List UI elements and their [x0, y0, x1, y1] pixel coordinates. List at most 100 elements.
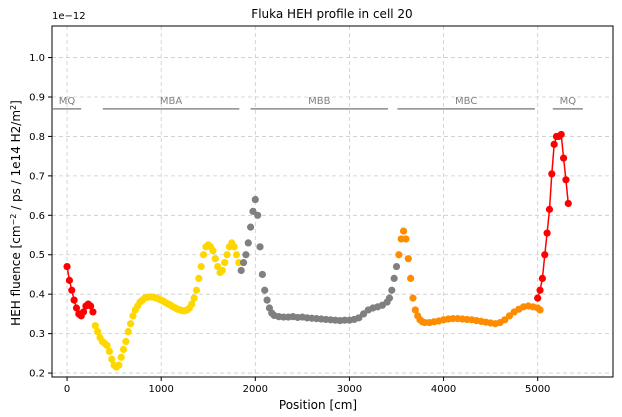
data-point — [237, 266, 245, 275]
data-point — [359, 310, 368, 318]
section-label: MBB — [308, 96, 330, 107]
data-point — [244, 239, 252, 247]
data-point — [562, 176, 570, 184]
y-tick-label: 0.7 — [29, 171, 45, 182]
data-point — [105, 347, 114, 355]
data-point — [256, 243, 264, 251]
y-tick-label: 0.4 — [29, 290, 45, 301]
data-point — [209, 247, 217, 255]
data-point — [124, 328, 132, 336]
data-point — [395, 251, 403, 259]
data-point — [541, 251, 549, 259]
x-tick-label: 4000 — [431, 384, 456, 395]
data-point — [392, 262, 401, 271]
data-point — [122, 337, 130, 346]
data-point — [564, 199, 572, 208]
data-point — [79, 308, 88, 316]
data-point — [72, 304, 81, 312]
data-point — [91, 322, 99, 330]
series-group — [91, 239, 243, 371]
data-point — [119, 345, 128, 353]
data-point — [63, 262, 71, 271]
x-axis-label: Position [cm] — [279, 398, 357, 412]
data-point — [221, 259, 229, 267]
y-tick-label: 1.0 — [29, 53, 45, 64]
series-group — [534, 130, 572, 302]
data-point — [242, 251, 250, 259]
data-point — [218, 266, 226, 275]
data-point — [249, 207, 257, 215]
y-axis-label-end: ] — [9, 100, 23, 105]
data-point — [404, 255, 412, 263]
y-axis-label-sup2: 2 — [9, 105, 18, 110]
data-point — [254, 211, 262, 219]
section-label: MQ — [560, 96, 577, 107]
data-point — [402, 235, 410, 243]
data-point — [117, 353, 125, 361]
series-group — [237, 195, 401, 325]
data-point — [390, 274, 398, 283]
series-group — [395, 227, 544, 328]
data-point — [263, 296, 271, 304]
x-tick-label: 3000 — [337, 384, 362, 395]
data-point — [103, 341, 111, 350]
data-point — [385, 294, 394, 302]
data-point — [545, 205, 554, 213]
y-axis-label-main: HEH fluence [cm — [9, 225, 23, 325]
y-tick-label: 0.2 — [29, 369, 45, 380]
data-point — [192, 286, 201, 294]
data-point — [129, 312, 137, 320]
data-point — [230, 243, 238, 251]
data-point — [407, 274, 415, 283]
data-point — [258, 270, 266, 279]
data-point — [543, 229, 551, 237]
y-axis-label-sup1: −2 — [9, 214, 18, 226]
x-tick-label: 0 — [64, 384, 70, 395]
y-tick-label: 0.9 — [29, 92, 45, 103]
y-tick-label: 0.8 — [29, 132, 45, 143]
data-point — [355, 314, 363, 322]
data-point — [211, 255, 219, 263]
offset-text: 1e−12 — [52, 11, 86, 22]
data-point — [538, 274, 547, 283]
data-point — [108, 355, 116, 363]
section-label: MBC — [455, 96, 477, 107]
x-tick-label: 1000 — [148, 384, 173, 395]
sections-layer: MQ MBA MBB MBC MQ — [52, 96, 583, 110]
y-axis-label: HEH fluence [cm−2 / ps / 1e14 H2/m2] — [9, 100, 24, 326]
data-point — [247, 223, 255, 231]
data-point — [223, 251, 231, 259]
data-point — [195, 274, 203, 283]
data-point — [261, 286, 269, 294]
y-tick-label: 0.6 — [29, 211, 45, 222]
data-point — [550, 140, 558, 148]
data-point — [559, 154, 568, 162]
data-point — [536, 306, 544, 314]
data-point — [557, 130, 565, 139]
data-point — [536, 286, 544, 294]
data-point — [388, 286, 396, 294]
data-point — [409, 294, 417, 302]
data-point — [505, 312, 514, 320]
data-point — [188, 300, 196, 308]
data-point — [239, 259, 248, 267]
data-point — [411, 306, 419, 314]
chart-title: Fluka HEH profile in cell 20 — [251, 7, 412, 21]
series-group — [63, 262, 97, 320]
section-label: MBA — [160, 96, 182, 107]
data-point — [115, 361, 123, 369]
data-layer — [63, 130, 572, 371]
y-tick-label: 0.3 — [29, 329, 45, 340]
data-point — [251, 195, 259, 204]
data-point — [214, 262, 222, 271]
data-point — [89, 308, 97, 316]
section-label: MQ — [59, 96, 76, 107]
data-point — [70, 296, 78, 304]
data-point — [534, 294, 542, 302]
data-point — [232, 251, 241, 259]
data-point — [65, 276, 74, 284]
data-point — [86, 302, 95, 310]
x-ticks: 0 1000 2000 3000 4000 5000 — [64, 377, 550, 395]
data-point — [126, 320, 135, 328]
